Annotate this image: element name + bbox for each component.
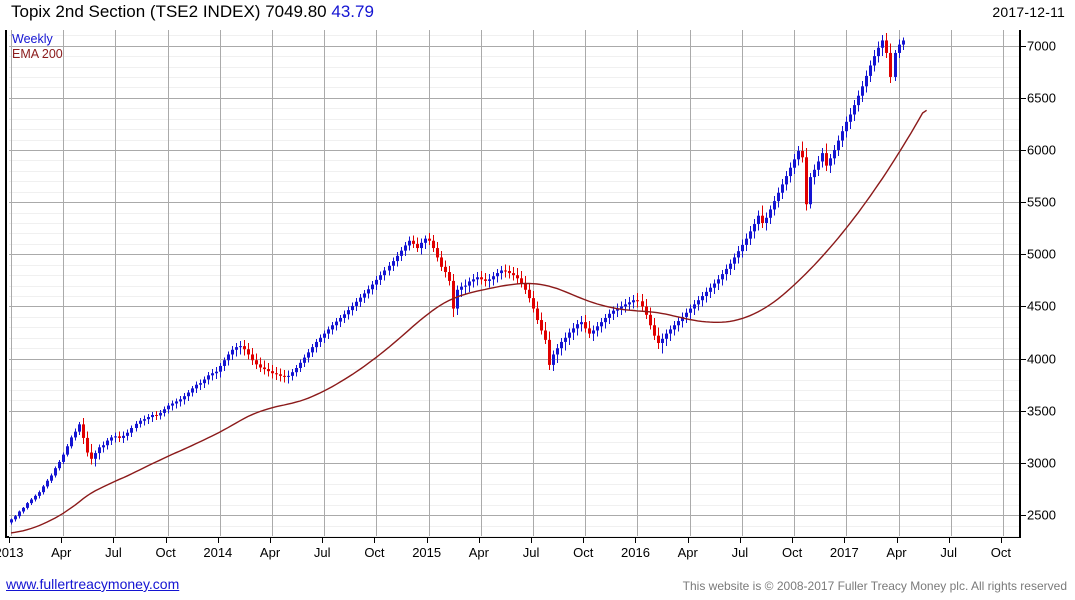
x-axis-tick-label: 2016 bbox=[621, 545, 650, 560]
y-axis-tick-label: 6000 bbox=[1027, 142, 1056, 158]
y-axis-tick-label: 4500 bbox=[1027, 298, 1056, 314]
chart-date: 2017-12-11 bbox=[992, 4, 1065, 20]
x-axis-tick-label: 2014 bbox=[203, 545, 233, 560]
x-axis-tick-label: Jul bbox=[313, 545, 331, 560]
chart-title: Topix 2nd Section (TSE2 INDEX) 7049.80 4… bbox=[11, 2, 374, 22]
y-axis-tick-label: 4000 bbox=[1027, 351, 1056, 367]
x-axis-tick-mark bbox=[374, 538, 375, 543]
candlestick-plot bbox=[7, 30, 1021, 538]
y-axis-tick-mark bbox=[1021, 515, 1026, 516]
page-footer: www.fullertreacymoney.com This website i… bbox=[0, 574, 1075, 600]
y-axis-tick-mark bbox=[1021, 254, 1026, 255]
copyright-text: This website is © 2008-2017 Fuller Treac… bbox=[682, 579, 1067, 593]
instrument-name: Topix 2nd Section (TSE2 INDEX) bbox=[11, 2, 261, 21]
x-axis-tick-mark bbox=[113, 538, 114, 543]
x-axis-tick-mark bbox=[1001, 538, 1002, 543]
y-axis-tick-label: 5000 bbox=[1027, 246, 1056, 262]
y-axis-tick-label: 2500 bbox=[1027, 507, 1056, 523]
y-axis-tick-label: 3000 bbox=[1027, 455, 1056, 471]
y-axis-spine bbox=[1019, 30, 1021, 538]
y-axis-tick-mark bbox=[1021, 359, 1026, 360]
x-axis-tick-label: Oct bbox=[573, 545, 594, 560]
x-axis-tick-mark bbox=[792, 538, 793, 543]
x-axis-tick-mark bbox=[897, 538, 898, 543]
chart-plot-area[interactable] bbox=[5, 30, 1021, 538]
chart-header: Topix 2nd Section (TSE2 INDEX) 7049.80 4… bbox=[0, 0, 1075, 26]
x-axis-tick-mark bbox=[844, 538, 845, 543]
y-axis-tick-mark bbox=[1021, 463, 1026, 464]
x-axis-tick-mark bbox=[322, 538, 323, 543]
x-axis-tick-label: Jul bbox=[522, 545, 540, 560]
x-axis-tick-label: Oct bbox=[364, 545, 385, 560]
y-axis-tick-mark bbox=[1021, 411, 1026, 412]
x-axis-tick-label: 2015 bbox=[412, 545, 442, 560]
x-axis-tick-mark bbox=[740, 538, 741, 543]
y-axis-tick-label: 5500 bbox=[1027, 194, 1056, 210]
x-axis-tick-label: Apr bbox=[259, 545, 281, 560]
y-axis-tick-label: 7000 bbox=[1027, 38, 1056, 54]
y-axis-tick-mark bbox=[1021, 306, 1026, 307]
x-axis-tick-mark bbox=[166, 538, 167, 543]
x-axis-tick-mark bbox=[479, 538, 480, 543]
x-axis-tick-mark bbox=[427, 538, 428, 543]
x-axis-tick-mark bbox=[9, 538, 10, 543]
x-axis-tick-label: Jul bbox=[731, 545, 749, 560]
y-axis-tick-label: 6500 bbox=[1027, 90, 1056, 106]
x-axis-tick-label: Apr bbox=[677, 545, 698, 560]
x-axis-tick-mark bbox=[583, 538, 584, 543]
x-axis-tick-mark bbox=[218, 538, 219, 543]
y-axis-tick-mark bbox=[1021, 150, 1026, 151]
y-axis-tick-label: 3500 bbox=[1027, 403, 1056, 419]
x-axis-tick-label: 2013 bbox=[0, 545, 24, 560]
x-axis-tick-mark bbox=[635, 538, 636, 543]
x-axis-tick-mark bbox=[61, 538, 62, 543]
x-axis-tick-label: Apr bbox=[468, 545, 489, 560]
x-axis-tick-label: Oct bbox=[781, 545, 803, 560]
x-axis-tick-label: Apr bbox=[886, 545, 907, 560]
website-link[interactable]: www.fullertreacymoney.com bbox=[6, 576, 180, 592]
price-change: 43.79 bbox=[331, 2, 374, 21]
x-axis-tick-mark bbox=[270, 538, 271, 543]
y-axis-tick-mark bbox=[1021, 98, 1026, 99]
x-axis-tick-label: Oct bbox=[990, 545, 1012, 560]
x-axis-tick-label: 2017 bbox=[829, 545, 859, 560]
x-axis-tick-mark bbox=[531, 538, 532, 543]
x-axis-tick-label: Oct bbox=[155, 545, 176, 560]
x-axis-tick-label: Apr bbox=[51, 545, 72, 560]
last-price: 7049.80 bbox=[265, 2, 327, 21]
x-axis-tick-mark bbox=[688, 538, 689, 543]
x-axis-tick-label: Jul bbox=[105, 545, 122, 560]
y-axis-tick-mark bbox=[1021, 46, 1026, 47]
x-axis-tick-mark bbox=[949, 538, 950, 543]
x-axis-tick-label: Jul bbox=[940, 545, 958, 560]
y-axis-tick-mark bbox=[1021, 202, 1026, 203]
